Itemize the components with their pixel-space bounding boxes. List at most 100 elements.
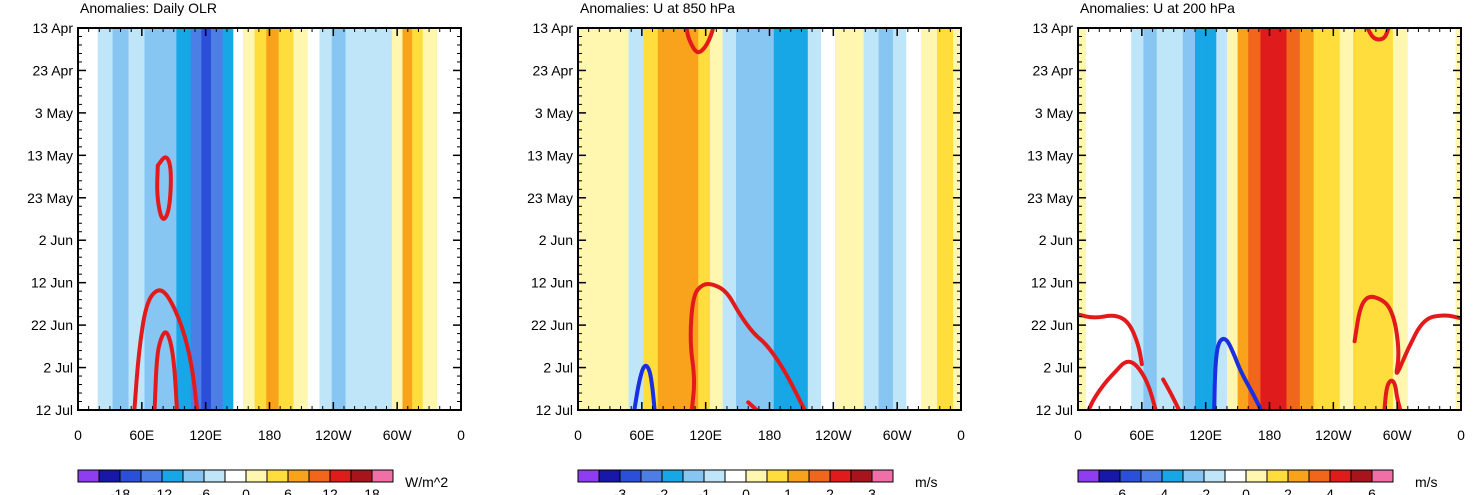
panel-u200-bands xyxy=(1078,28,1461,410)
band-11 xyxy=(1216,28,1228,410)
band-5 xyxy=(643,28,659,410)
band-29 xyxy=(437,28,454,410)
band-3 xyxy=(614,28,630,410)
negative-contour-6 xyxy=(1212,336,1263,410)
panel-u850-colorbar-unit: m/s xyxy=(915,474,938,490)
colorbar-swatch xyxy=(1077,469,1100,483)
band-6 xyxy=(1156,28,1171,410)
y-tick-label: 23 Apr xyxy=(533,62,574,78)
band-15 xyxy=(1260,28,1275,410)
band-20 xyxy=(834,28,850,410)
panel-u850: Anomalies: U at 850 hPa 13 Apr 23 Apr 3 Ma… xyxy=(527,0,965,495)
band-1 xyxy=(585,28,602,410)
colorbar-swatch xyxy=(1329,469,1352,483)
colorbar-swatch xyxy=(98,469,121,483)
colorbar-tick-label: 0 xyxy=(742,486,750,495)
band-14 xyxy=(1248,28,1262,410)
band-0 xyxy=(578,28,587,410)
panel-u200: Anomalies: U at 200 hPa 13 Apr 23 Apr 3 Ma… xyxy=(1027,0,1465,495)
colorbar-swatch xyxy=(808,469,831,483)
x-tick-label: 0 xyxy=(574,427,582,443)
colorbar-tick-label: -6 xyxy=(198,486,211,495)
x-tick-label: 0 xyxy=(957,427,965,443)
colorbar-swatch xyxy=(682,469,705,483)
band-21 xyxy=(849,28,865,410)
y-tick-label: 2 Jun xyxy=(39,232,73,248)
colorbar-tick-label: 6 xyxy=(284,486,292,495)
x-tick-label: 60E xyxy=(629,427,654,443)
band-11 xyxy=(222,28,234,410)
band-9 xyxy=(698,28,711,410)
panel-olr-colorbar: -18 -12 -6 0 6 12 18 xyxy=(77,469,394,495)
y-tick-label: 12 Jul xyxy=(536,402,573,418)
band-22 xyxy=(1353,28,1368,410)
colorbar-swatch xyxy=(329,469,352,483)
band-17 xyxy=(293,28,309,410)
colorbar-tick-label: -2 xyxy=(1198,486,1211,495)
band-22 xyxy=(358,28,372,410)
band-3 xyxy=(112,28,130,410)
colorbar-swatch xyxy=(1350,469,1373,483)
band-17 xyxy=(796,28,809,410)
y-tick-label: 2 Jul xyxy=(543,360,573,376)
band-19 xyxy=(1313,28,1328,410)
band-10 xyxy=(1205,28,1217,410)
colorbar-swatch xyxy=(1308,469,1331,483)
band-28 xyxy=(1442,28,1457,410)
y-tick-label: 12 Jun xyxy=(31,275,73,291)
colorbar-swatch xyxy=(371,469,394,483)
panel-u200-colorbar-unit: m/s xyxy=(1415,474,1438,490)
band-23 xyxy=(370,28,382,410)
panel-u850-axes: 13 Apr 23 Apr 3 May 13 May 23 May 2 Jun 12 Jun… xyxy=(527,20,965,443)
colorbar-tick-label: 6 xyxy=(1368,486,1376,495)
colorbar-swatch xyxy=(745,469,768,483)
band-18 xyxy=(307,28,321,410)
y-tick-label: 22 Jun xyxy=(1031,317,1073,333)
colorbar-tick-label: -2 xyxy=(656,486,669,495)
colorbar-tick-label: 2 xyxy=(826,486,834,495)
x-tick-label: 0 xyxy=(1457,427,1465,443)
colorbar-swatch xyxy=(1266,469,1289,483)
band-6 xyxy=(657,28,673,410)
y-tick-label: 13 May xyxy=(527,147,573,163)
colorbar-tick-label: 18 xyxy=(364,486,380,495)
panel-u200-title: Anomalies: U at 200 hPa xyxy=(1080,0,1235,16)
band-25 xyxy=(1392,28,1409,410)
band-4 xyxy=(128,28,146,410)
colorbar-swatch xyxy=(1245,469,1268,483)
colorbar-tick-label: -4 xyxy=(1156,486,1169,495)
x-tick-label: 60W xyxy=(383,427,413,443)
y-tick-label: 23 May xyxy=(27,190,73,206)
y-tick-label: 2 Jul xyxy=(1043,360,1073,376)
y-tick-label: 13 Apr xyxy=(33,20,74,36)
band-7 xyxy=(672,28,687,410)
colorbar-swatch xyxy=(182,469,205,483)
x-tick-label: 120E xyxy=(689,427,722,443)
band-26 xyxy=(1407,28,1426,410)
panel-olr-title: Anomalies: Daily OLR xyxy=(80,0,217,16)
band-16 xyxy=(1273,28,1288,410)
colorbar-swatch xyxy=(787,469,810,483)
y-tick-label: 2 Jul xyxy=(43,360,73,376)
y-tick-label: 23 Apr xyxy=(1033,62,1074,78)
positive-contour-5 xyxy=(1382,378,1403,410)
colorbar-swatch xyxy=(1224,469,1247,483)
x-tick-label: 60E xyxy=(129,427,154,443)
y-tick-label: 13 Apr xyxy=(1033,20,1074,36)
positive-contour-0 xyxy=(155,155,173,221)
band-8 xyxy=(1182,28,1196,410)
panel-olr-axes: 13 Apr 23 Apr 3 May 13 May 23 May 2 Jun 12 Jun… xyxy=(27,20,465,443)
colorbar-tick-label: 0 xyxy=(1242,486,1250,495)
positive-contour-2 xyxy=(688,281,807,410)
x-tick-label: 120W xyxy=(1315,427,1352,443)
positive-contour-2 xyxy=(152,330,179,410)
colorbar-tick-label: -1 xyxy=(698,486,711,495)
x-tick-label: 0 xyxy=(1074,427,1082,443)
colorbar-swatch xyxy=(308,469,331,483)
colorbar-swatch xyxy=(829,469,852,483)
panel-olr-contours xyxy=(132,155,200,410)
colorbar-swatch xyxy=(1287,469,1310,483)
band-24 xyxy=(892,28,907,410)
colorbar-swatch xyxy=(140,469,163,483)
colorbar-swatch xyxy=(1098,469,1121,483)
